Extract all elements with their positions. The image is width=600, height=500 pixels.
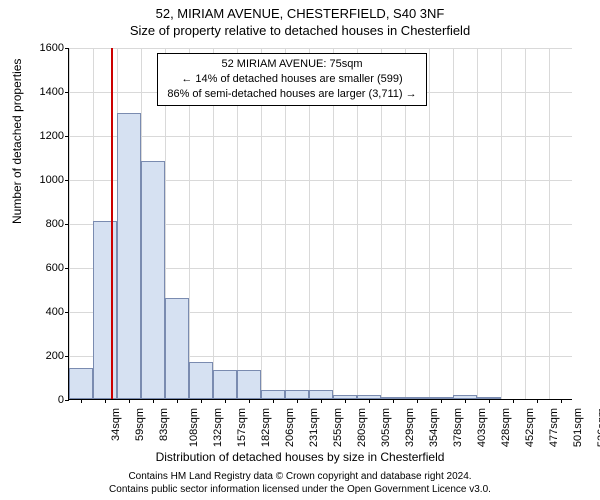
- x-tick: [537, 399, 538, 403]
- x-tick-label: 182sqm: [260, 408, 272, 447]
- grid-line: [453, 48, 454, 399]
- x-tick: [81, 399, 82, 403]
- grid-line: [549, 48, 550, 399]
- histogram-bar: [189, 362, 213, 399]
- x-tick: [513, 399, 514, 403]
- grid-line: [501, 48, 502, 399]
- x-tick: [321, 399, 322, 403]
- x-tick: [105, 399, 106, 403]
- grid-line: [477, 48, 478, 399]
- x-tick-label: 231sqm: [308, 408, 320, 447]
- annotation-line-1: 52 MIRIAM AVENUE: 75sqm: [164, 57, 420, 72]
- y-tick-label: 1200: [24, 130, 64, 142]
- x-tick: [273, 399, 274, 403]
- x-tick: [345, 399, 346, 403]
- x-tick-label: 280sqm: [356, 408, 368, 447]
- page-subtitle: Size of property relative to detached ho…: [0, 21, 600, 38]
- y-tick-label: 400: [24, 306, 64, 318]
- histogram-bar: [309, 390, 333, 399]
- grid-line: [429, 48, 430, 399]
- x-tick-label: 378sqm: [452, 408, 464, 447]
- grid-line: [69, 48, 70, 399]
- y-tick-label: 800: [24, 218, 64, 230]
- x-tick: [441, 399, 442, 403]
- x-tick: [369, 399, 370, 403]
- x-tick-label: 305sqm: [380, 408, 392, 447]
- x-tick-label: 329sqm: [404, 408, 416, 447]
- x-tick: [225, 399, 226, 403]
- x-tick: [177, 399, 178, 403]
- x-tick-label: 255sqm: [332, 408, 344, 447]
- histogram-bar: [93, 221, 117, 399]
- x-tick-label: 501sqm: [572, 408, 584, 447]
- y-tick-label: 1400: [24, 86, 64, 98]
- x-axis-title: Distribution of detached houses by size …: [0, 450, 600, 464]
- page-title: 52, MIRIAM AVENUE, CHESTERFIELD, S40 3NF: [0, 0, 600, 21]
- annotation-line-3: 86% of semi-detached houses are larger (…: [164, 87, 420, 102]
- histogram-bar: [213, 370, 237, 399]
- x-tick: [489, 399, 490, 403]
- histogram-bar: [261, 390, 285, 399]
- histogram-chart: 52 MIRIAM AVENUE: 75sqm ← 14% of detache…: [68, 48, 572, 400]
- x-tick: [465, 399, 466, 403]
- x-tick-label: 452sqm: [524, 408, 536, 447]
- marker-line: [111, 48, 113, 399]
- x-tick-label: 108sqm: [188, 408, 200, 447]
- x-tick-label: 403sqm: [476, 408, 488, 447]
- x-tick-label: 354sqm: [428, 408, 440, 447]
- copyright-line-1: Contains HM Land Registry data © Crown c…: [0, 470, 600, 483]
- y-tick-label: 0: [24, 394, 64, 406]
- grid-line: [525, 48, 526, 399]
- y-tick: [65, 400, 69, 401]
- x-tick: [417, 399, 418, 403]
- x-tick-label: 157sqm: [236, 408, 248, 447]
- histogram-bar: [141, 161, 165, 399]
- y-tick-label: 200: [24, 350, 64, 362]
- x-tick-label: 428sqm: [500, 408, 512, 447]
- x-tick: [249, 399, 250, 403]
- x-tick: [153, 399, 154, 403]
- y-tick-label: 1600: [24, 42, 64, 54]
- y-tick-label: 1000: [24, 174, 64, 186]
- copyright-text: Contains HM Land Registry data © Crown c…: [0, 470, 600, 496]
- x-tick: [129, 399, 130, 403]
- y-tick-label: 600: [24, 262, 64, 274]
- annotation-box: 52 MIRIAM AVENUE: 75sqm ← 14% of detache…: [157, 53, 427, 106]
- x-tick: [393, 399, 394, 403]
- histogram-bar: [117, 113, 141, 399]
- grid-line: [69, 136, 572, 137]
- copyright-line-2: Contains public sector information licen…: [0, 483, 600, 496]
- x-tick-label: 34sqm: [110, 408, 122, 441]
- histogram-bar: [69, 368, 93, 399]
- y-axis-label: Number of detached properties: [10, 59, 24, 224]
- histogram-bar: [165, 298, 189, 399]
- x-tick-label: 206sqm: [284, 408, 296, 447]
- x-tick-label: 477sqm: [548, 408, 560, 447]
- x-tick-label: 132sqm: [212, 408, 224, 447]
- x-tick: [297, 399, 298, 403]
- x-tick: [561, 399, 562, 403]
- grid-line: [69, 48, 572, 49]
- x-tick-label: 83sqm: [158, 408, 170, 441]
- annotation-line-2: ← 14% of detached houses are smaller (59…: [164, 72, 420, 87]
- x-tick-label: 526sqm: [596, 408, 600, 447]
- histogram-bar: [237, 370, 261, 399]
- x-tick-label: 59sqm: [134, 408, 146, 441]
- histogram-bar: [285, 390, 309, 399]
- x-tick: [201, 399, 202, 403]
